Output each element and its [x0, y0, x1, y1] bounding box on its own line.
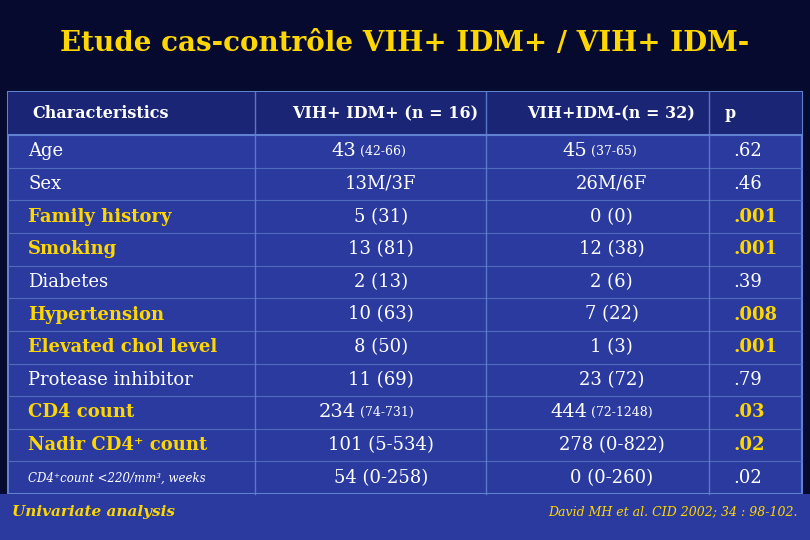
- Text: 278 (0-822): 278 (0-822): [559, 436, 664, 454]
- Text: 12 (38): 12 (38): [578, 240, 645, 258]
- Text: 7 (22): 7 (22): [585, 306, 638, 323]
- Text: Characteristics: Characteristics: [32, 105, 169, 122]
- Text: David MH et al. CID 2002; 34 : 98-102.: David MH et al. CID 2002; 34 : 98-102.: [548, 505, 798, 518]
- Text: Sex: Sex: [28, 175, 62, 193]
- Text: 26M/6F: 26M/6F: [576, 175, 647, 193]
- Text: 0 (0): 0 (0): [590, 207, 633, 226]
- Text: Hypertension: Hypertension: [28, 306, 164, 323]
- Text: 45: 45: [562, 143, 587, 160]
- Text: CD4⁺count <220/mm³, weeks: CD4⁺count <220/mm³, weeks: [28, 471, 206, 484]
- Text: Univariate analysis: Univariate analysis: [12, 505, 175, 519]
- Text: Nadir CD4⁺ count: Nadir CD4⁺ count: [28, 436, 207, 454]
- Text: 43: 43: [331, 143, 356, 160]
- Text: VIH+IDM-(n = 32): VIH+IDM-(n = 32): [527, 105, 696, 122]
- Text: 8 (50): 8 (50): [354, 338, 407, 356]
- Bar: [0, 494, 810, 540]
- Text: (72-1248): (72-1248): [587, 406, 653, 419]
- Text: .39: .39: [733, 273, 762, 291]
- Text: .03: .03: [733, 403, 765, 422]
- Text: 11 (69): 11 (69): [347, 371, 414, 389]
- Text: 23 (72): 23 (72): [579, 371, 644, 389]
- Text: .001: .001: [733, 207, 777, 226]
- Text: 2 (6): 2 (6): [590, 273, 633, 291]
- Text: (42-66): (42-66): [356, 145, 407, 158]
- Text: .79: .79: [733, 371, 761, 389]
- Text: 234: 234: [319, 403, 356, 422]
- Text: Etude cas-contrôle VIH+ IDM+ / VIH+ IDM-: Etude cas-contrôle VIH+ IDM+ / VIH+ IDM-: [61, 30, 749, 57]
- Text: CD4 count: CD4 count: [28, 403, 134, 422]
- Text: .62: .62: [733, 143, 761, 160]
- Text: 1 (3): 1 (3): [590, 338, 633, 356]
- Text: VIH+ IDM+ (n = 16): VIH+ IDM+ (n = 16): [292, 105, 478, 122]
- Text: 2 (13): 2 (13): [354, 273, 407, 291]
- Bar: [0, 0, 810, 92]
- Text: (37-65): (37-65): [587, 145, 637, 158]
- Bar: [8, 92, 802, 494]
- Text: .001: .001: [733, 240, 777, 258]
- Text: 444: 444: [550, 403, 587, 422]
- Text: 101 (5-534): 101 (5-534): [328, 436, 433, 454]
- Text: Protease inhibitor: Protease inhibitor: [28, 371, 193, 389]
- Text: 13M/3F: 13M/3F: [345, 175, 416, 193]
- Text: 5 (31): 5 (31): [354, 207, 407, 226]
- Text: Age: Age: [28, 143, 63, 160]
- Text: .02: .02: [733, 436, 765, 454]
- Text: 10 (63): 10 (63): [347, 306, 414, 323]
- Text: .008: .008: [733, 306, 777, 323]
- Text: 0 (0-260): 0 (0-260): [570, 469, 653, 487]
- Text: Diabetes: Diabetes: [28, 273, 109, 291]
- Text: .46: .46: [733, 175, 761, 193]
- Text: Elevated chol level: Elevated chol level: [28, 338, 218, 356]
- Text: Smoking: Smoking: [28, 240, 117, 258]
- Text: 54 (0-258): 54 (0-258): [334, 469, 428, 487]
- Text: .001: .001: [733, 338, 777, 356]
- Text: .02: .02: [733, 469, 761, 487]
- Text: Family history: Family history: [28, 207, 172, 226]
- Text: (74-731): (74-731): [356, 406, 414, 419]
- Text: 13 (81): 13 (81): [347, 240, 414, 258]
- Bar: [8, 92, 802, 135]
- Text: p: p: [725, 105, 736, 122]
